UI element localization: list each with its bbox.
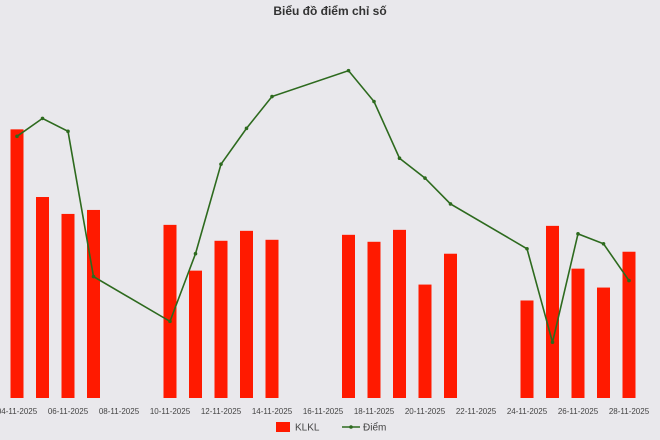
point <box>193 251 198 256</box>
legend-label: KLKL <box>295 423 320 434</box>
legend-swatch <box>276 422 290 432</box>
point <box>91 274 96 279</box>
x-tick-label: 22-11-2025 <box>456 407 497 416</box>
bar <box>622 251 636 398</box>
bar <box>418 284 432 398</box>
point <box>576 232 580 236</box>
point <box>168 319 172 324</box>
x-tick-label: 20-11-2025 <box>405 407 446 416</box>
bar <box>61 213 75 398</box>
bar <box>265 239 279 398</box>
x-tick-label: 04-11-2025 <box>0 407 38 416</box>
point <box>397 156 402 161</box>
bar <box>214 240 228 398</box>
x-tick-label: 14-11-2025 <box>252 407 293 416</box>
point <box>244 126 249 131</box>
bar <box>240 230 253 398</box>
bar <box>393 229 406 398</box>
bar <box>367 241 381 398</box>
point <box>15 134 19 139</box>
chart-title: Biểu đồ điểm chỉ số <box>273 4 386 18</box>
bar <box>520 300 534 398</box>
legend-label: Điểm <box>363 422 386 434</box>
bar <box>342 234 355 398</box>
point <box>346 68 351 73</box>
x-tick-label: 28-11-2025 <box>609 407 650 416</box>
bar <box>546 225 559 398</box>
x-tick-label: 08-11-2025 <box>99 407 140 416</box>
point <box>372 99 376 104</box>
point <box>40 116 45 121</box>
bar <box>163 224 177 398</box>
point <box>66 129 70 134</box>
point <box>423 176 427 180</box>
bar <box>87 209 100 398</box>
point <box>601 241 606 246</box>
bar <box>444 253 457 398</box>
point <box>448 202 453 206</box>
x-tick-label: 16-11-2025 <box>303 407 344 416</box>
x-tick-label: 10-11-2025 <box>150 407 191 416</box>
bar <box>36 197 49 398</box>
x-tick-label: 06-11-2025 <box>48 407 89 416</box>
bar <box>10 129 24 398</box>
legend-swatch <box>349 425 353 429</box>
point <box>525 246 529 251</box>
x-tick-label: 12-11-2025 <box>201 407 242 416</box>
bar <box>189 270 202 398</box>
x-tick-label: 24-11-2025 <box>507 407 548 416</box>
bar <box>597 287 610 398</box>
bar <box>571 268 585 398</box>
x-tick-label: 26-11-2025 <box>558 407 599 416</box>
point <box>219 162 223 166</box>
x-tick-label: 18-11-2025 <box>354 407 395 416</box>
point <box>550 340 555 345</box>
point <box>270 94 274 99</box>
point <box>627 278 631 283</box>
